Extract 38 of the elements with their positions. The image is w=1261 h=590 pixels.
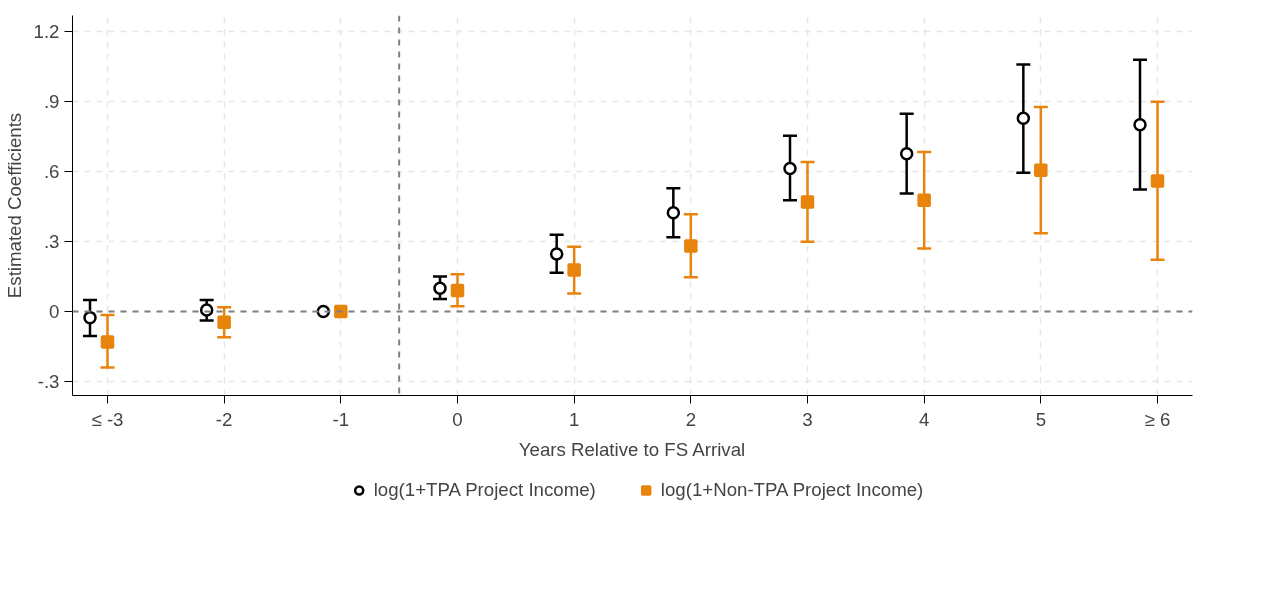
point <box>549 247 564 261</box>
y-tick-label: .6 <box>43 161 60 183</box>
point <box>567 263 581 277</box>
point <box>666 205 681 220</box>
legend-label: log(1+TPA Project Income) <box>373 478 596 501</box>
point <box>1034 163 1048 178</box>
point <box>684 239 698 253</box>
point <box>83 310 97 325</box>
x-tick-label: 5 <box>1035 408 1047 430</box>
point <box>1133 118 1147 132</box>
x-tick-label: 0 <box>452 408 463 430</box>
y-axis-title: Estimated Coefficients <box>3 112 25 299</box>
point <box>899 147 914 161</box>
y-tick-label: 1.2 <box>33 21 60 43</box>
point <box>917 193 931 208</box>
point <box>450 283 465 298</box>
legend-label: log(1+Non-TPA Project Income) <box>660 478 924 501</box>
point <box>334 304 348 319</box>
point <box>800 195 815 209</box>
x-tick-label: -2 <box>215 408 233 430</box>
x-tick-label: -1 <box>332 408 350 430</box>
point <box>783 161 797 176</box>
x-tick-label: ≥ 6 <box>1144 408 1171 430</box>
point <box>100 335 115 349</box>
y-tick-label: .9 <box>43 91 60 113</box>
y-tick-label: .3 <box>43 231 60 253</box>
x-axis-title: Years Relative to FS Arrival <box>518 438 746 460</box>
x-tick-label: ≤ -3 <box>91 408 124 430</box>
x-tick-label: 1 <box>568 408 580 430</box>
x-tick-label: 4 <box>918 408 930 430</box>
point <box>1150 174 1165 188</box>
point <box>1016 111 1031 126</box>
point <box>217 315 231 330</box>
y-tick-label: 0 <box>49 301 60 323</box>
point <box>433 281 447 295</box>
x-tick-label: 3 <box>802 408 813 430</box>
x-tick-label: 2 <box>685 408 697 430</box>
y-tick-label: -.3 <box>37 371 60 393</box>
